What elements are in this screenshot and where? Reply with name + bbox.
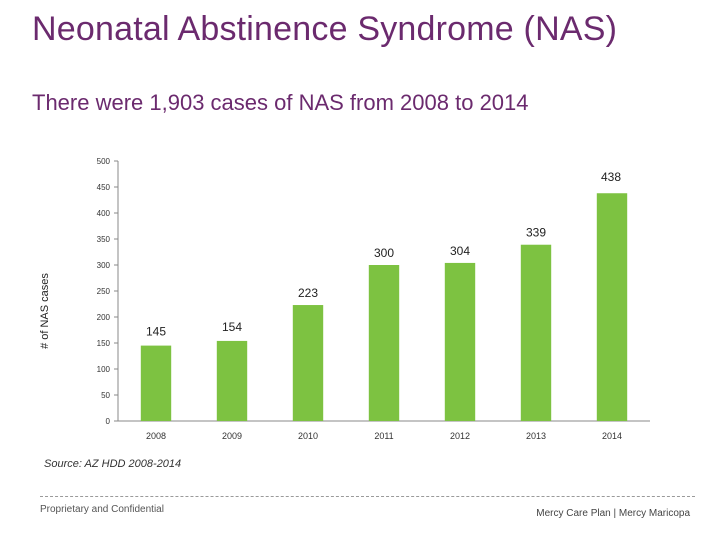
footer-brand: Mercy Care Plan | Mercy Maricopa [536,508,690,519]
bar-2011 [368,265,400,421]
y-tick-label: 300 [97,261,111,270]
bar-2014 [596,193,628,421]
x-tick-label: 2008 [146,431,166,441]
y-tick-label: 250 [97,287,111,296]
x-tick-label: 2012 [450,431,470,441]
x-tick-label: 2009 [222,431,242,441]
footer-confidential: Proprietary and Confidential [40,504,164,515]
y-tick-label: 150 [97,339,111,348]
y-tick-label: 0 [106,417,111,426]
y-tick-label: 500 [97,157,111,166]
data-label-2010: 223 [298,286,318,300]
source-note: Source: AZ HDD 2008-2014 [44,458,182,470]
data-label-2013: 339 [526,226,546,240]
y-tick-label: 400 [97,209,111,218]
y-tick-label: 50 [101,391,110,400]
page-title: Neonatal Abstinence Syndrome (NAS) [32,10,618,48]
x-tick-label: 2011 [374,431,393,441]
y-tick-label: 100 [97,365,111,374]
bar-2013 [520,244,552,421]
x-tick-label: 2010 [298,431,318,441]
footer-divider [40,496,695,497]
bar-2008 [140,345,172,421]
y-tick-label: 450 [97,183,111,192]
bar-2010 [292,305,324,421]
y-tick-label: 200 [97,313,111,322]
data-label-2008: 145 [146,325,166,339]
y-tick-label: 350 [97,235,111,244]
x-tick-label: 2014 [602,431,622,441]
data-label-2014: 438 [601,170,621,184]
data-label-2012: 304 [450,244,470,258]
x-tick-label: 2013 [526,431,546,441]
bar-2012 [444,262,476,421]
data-label-2011: 300 [374,246,394,260]
data-label-2009: 154 [222,320,242,334]
page-subtitle: There were 1,903 cases of NAS from 2008 … [32,90,529,115]
bar-2009 [216,340,248,421]
y-axis-title: # of NAS cases [39,273,51,349]
